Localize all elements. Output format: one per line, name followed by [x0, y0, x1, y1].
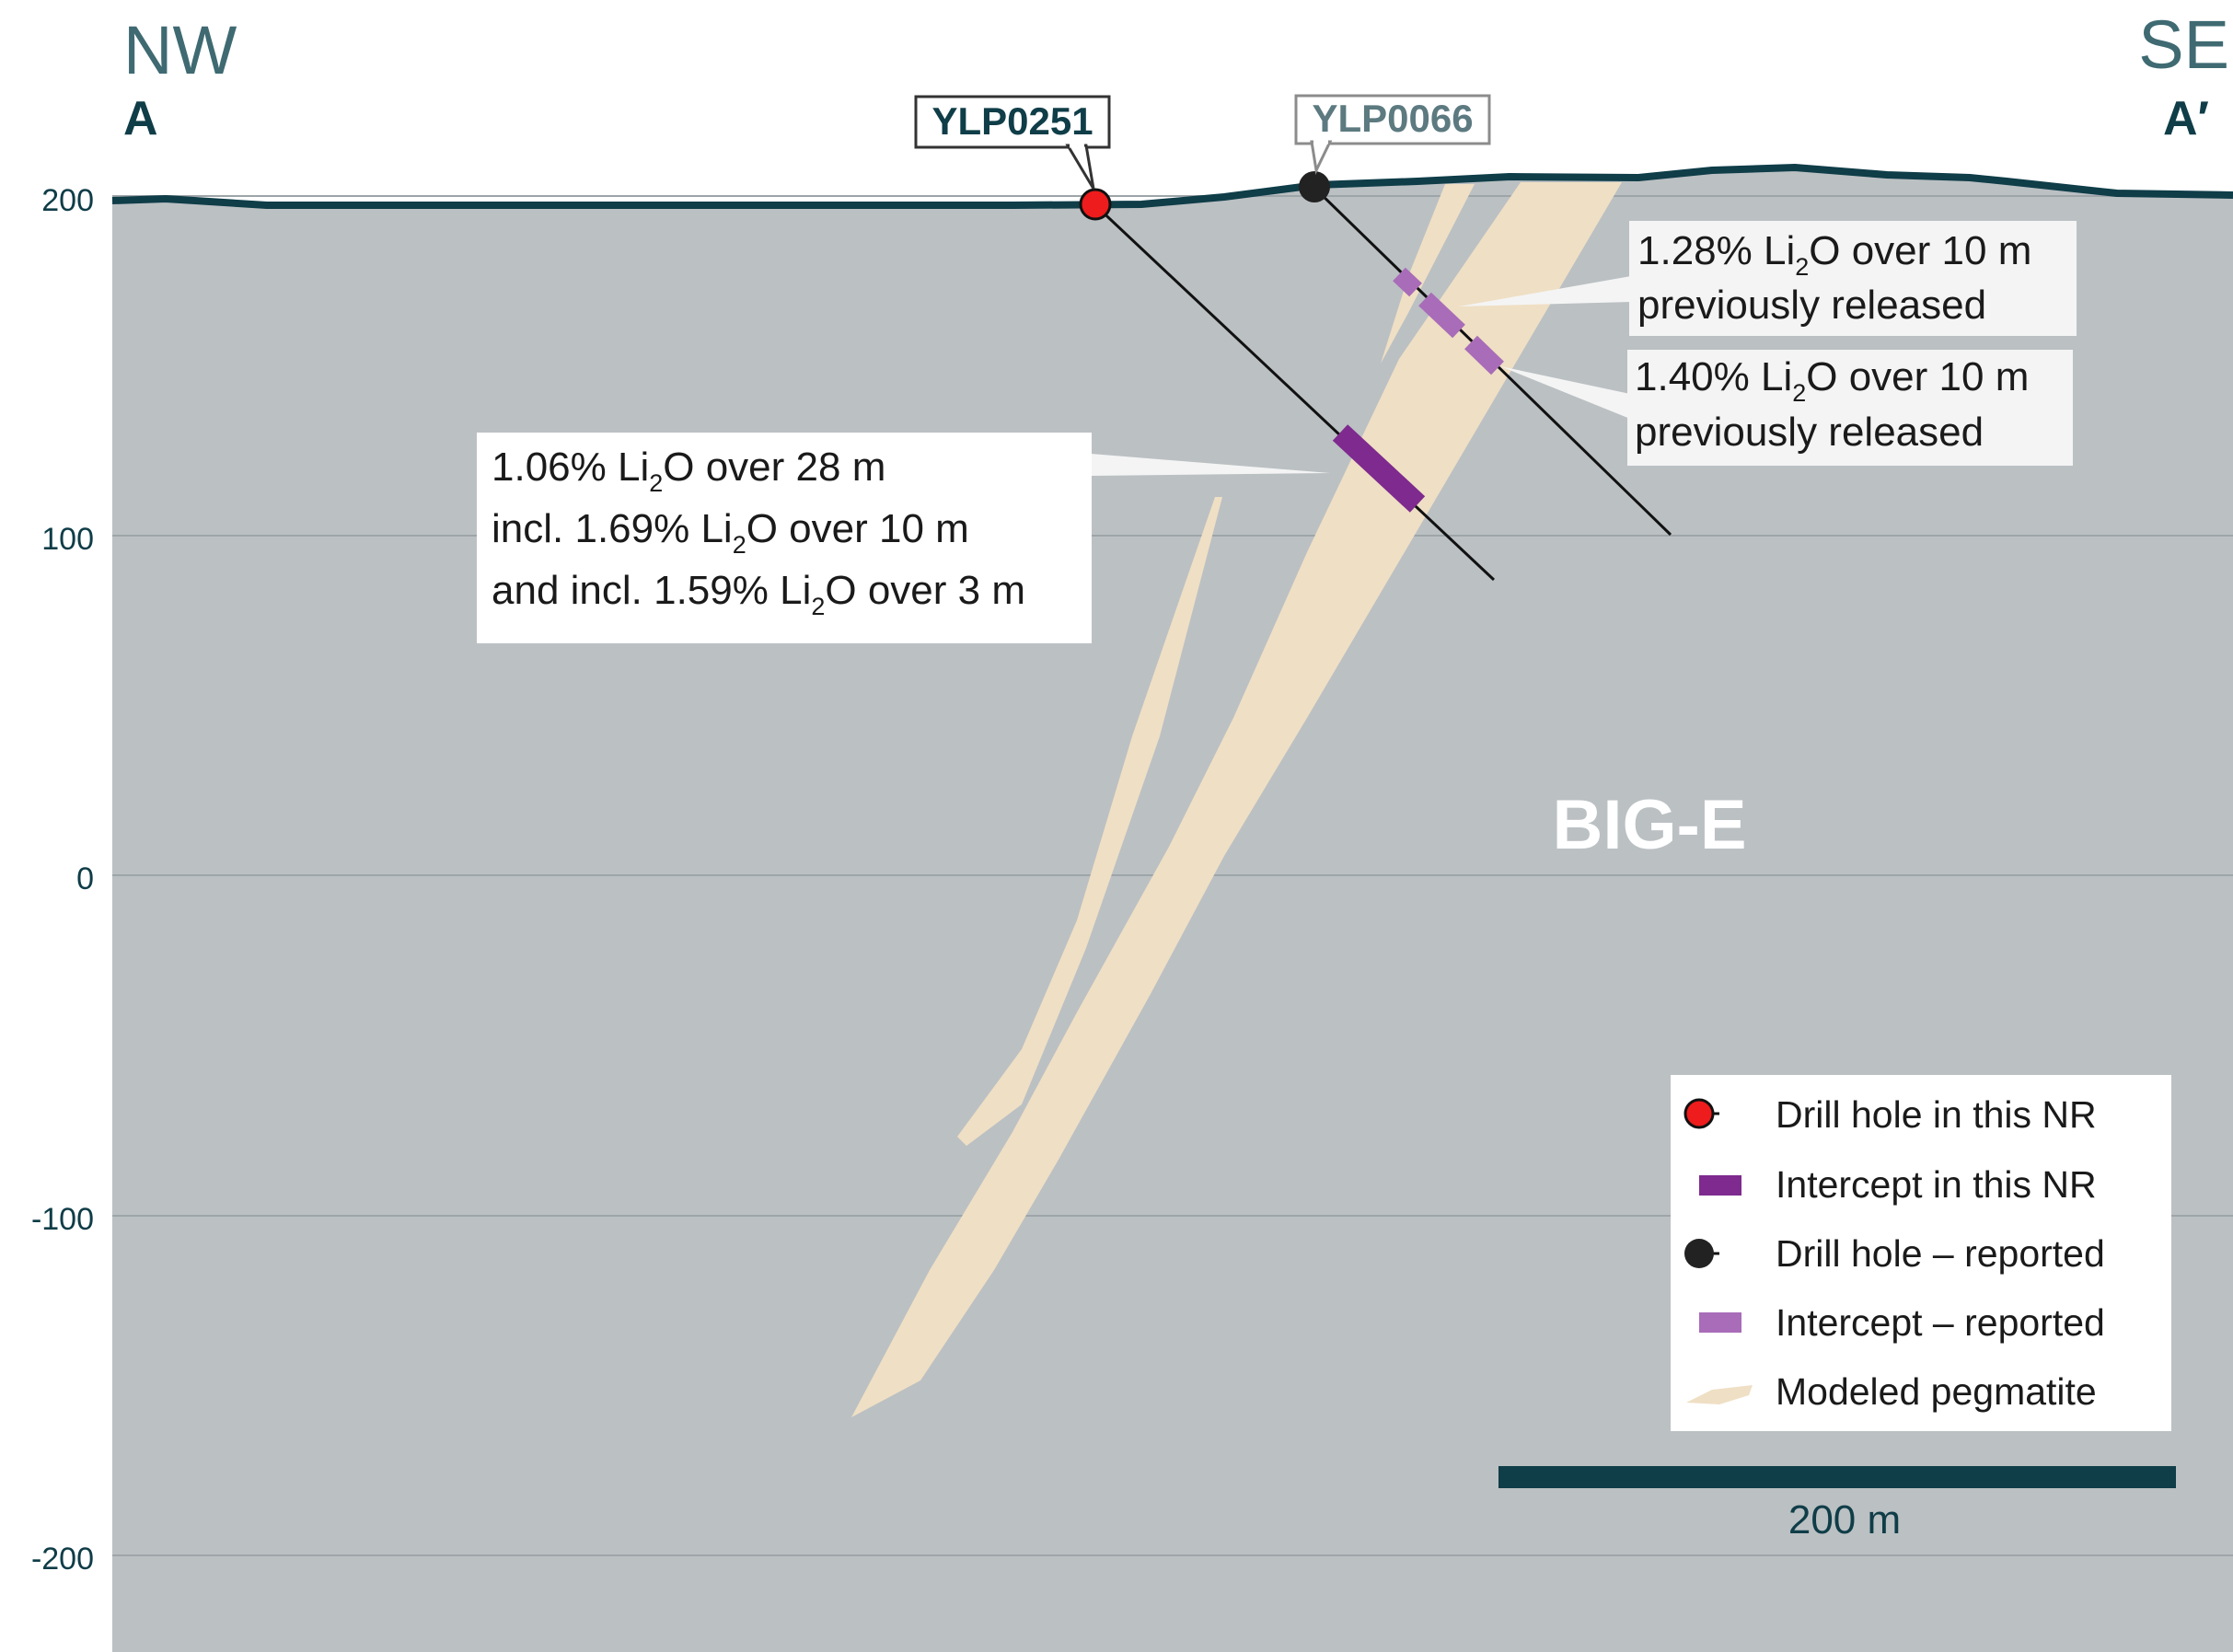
- callout-line-2: previously released: [1637, 283, 1986, 328]
- callout-ylp0066-upper: 1.28% Li2O over 10 m previously released: [1629, 221, 2077, 336]
- legend-label: Modeled pegmatite: [1776, 1370, 2097, 1413]
- light-purple-bar-icon: [1699, 1312, 1741, 1333]
- hole-label-ylp0251: YLP0251: [914, 95, 1111, 190]
- legend: Drill hole in this NR Intercept in this …: [1671, 1075, 2171, 1431]
- direction-right: SE: [2138, 6, 2229, 83]
- intercept-reported-segment: [1393, 267, 1422, 297]
- collar-ylp0066-icon: [1299, 171, 1330, 202]
- callout-ylp0251: 1.06% Li2O over 28 m incl. 1.69% Li2O ov…: [477, 433, 1092, 643]
- callout-line-3: and incl. 1.59% Li2O over 3 m: [492, 568, 1025, 620]
- legend-item: Drill hole – reported: [1684, 1232, 2105, 1275]
- pegmatite-splay-2: [1376, 182, 1557, 506]
- red-collar-icon: [1683, 1098, 1715, 1129]
- y-tick-label: -200: [31, 1542, 94, 1577]
- y-axis: 200 100 0 -100 -200: [31, 183, 94, 1577]
- scale-bar: 200 m: [1498, 1466, 2176, 1542]
- callout-box: [1629, 221, 2077, 336]
- pegmatite-swatch-icon: [1686, 1385, 1753, 1404]
- callout-line-1: 1.40% Li2O over 10 m: [1635, 354, 2029, 407]
- callout-pointers: [1091, 276, 1631, 476]
- callout-line-2: incl. 1.69% Li2O over 10 m: [492, 506, 969, 559]
- callout-pointer-ylp0066-lower: [1500, 366, 1630, 419]
- callout-line-1: 1.28% Li2O over 10 m: [1637, 228, 2031, 281]
- legend-item: Modeled pegmatite: [1686, 1370, 2097, 1413]
- section-label-left: A: [123, 92, 158, 145]
- intercept-ylp0251-this-nr: [1332, 424, 1426, 513]
- callout-pointer-ylp0066-upper: [1459, 276, 1631, 306]
- callout-line-1: 1.06% Li2O over 28 m: [492, 445, 885, 497]
- hole-label-box: [1294, 94, 1491, 145]
- callout-line-2: previously released: [1635, 410, 1984, 455]
- topography-line: [111, 164, 2233, 209]
- zone-label: BIG-E: [1552, 786, 1746, 864]
- legend-item: Drill hole in this NR: [1683, 1093, 2097, 1136]
- y-tick-label: 200: [41, 183, 94, 218]
- legend-box: [1671, 1075, 2171, 1431]
- intercept-reported-segment: [1418, 292, 1465, 339]
- dark-purple-bar-icon: [1699, 1175, 1741, 1196]
- hole-label-box: [914, 95, 1111, 149]
- pegmatite-main-body: [851, 182, 1622, 1417]
- hole-id: YLP0251: [931, 99, 1093, 143]
- intercepts-ylp0066-reported: [1393, 267, 1504, 375]
- pegmatite-splay-3: [1523, 182, 1581, 276]
- callout-box: [1627, 350, 2073, 466]
- black-collar-icon: [1684, 1239, 1714, 1268]
- collar-ylp0251-icon: [1079, 188, 1112, 221]
- hole-label-pointer: [1065, 144, 1095, 190]
- direction-left: NW: [123, 12, 237, 88]
- pegmatite-thin-dyke: [957, 497, 1222, 1146]
- y-tick-label: -100: [31, 1202, 94, 1237]
- modeled-pegmatite: [851, 182, 1622, 1417]
- y-tick-label: 0: [76, 861, 94, 896]
- scale-bar-label: 200 m: [1788, 1497, 1901, 1542]
- hole-label-pointer: [1310, 140, 1333, 175]
- hole-label-ylp0066: YLP0066: [1294, 94, 1491, 175]
- legend-item: Intercept – reported: [1699, 1301, 2105, 1344]
- callout-ylp0066-lower: 1.40% Li2O over 10 m previously released: [1627, 350, 2073, 466]
- section-label-right: A′: [2163, 92, 2209, 145]
- legend-label: Drill hole – reported: [1776, 1232, 2105, 1275]
- legend-label: Intercept – reported: [1776, 1301, 2105, 1344]
- hole-id: YLP0066: [1312, 97, 1473, 140]
- y-tick-label: 100: [41, 522, 94, 557]
- intercept-reported-segment: [1464, 335, 1504, 375]
- callout-pointer-ylp0251: [1091, 454, 1330, 476]
- legend-item: Intercept in this NR: [1699, 1163, 2097, 1206]
- legend-label: Intercept in this NR: [1776, 1163, 2097, 1206]
- drill-trace-ylp0251: [1093, 203, 1496, 582]
- legend-label: Drill hole in this NR: [1776, 1093, 2097, 1136]
- scale-bar-line: [1498, 1466, 2176, 1488]
- callout-box: [477, 433, 1092, 643]
- pegmatite-splay-1: [1381, 184, 1475, 364]
